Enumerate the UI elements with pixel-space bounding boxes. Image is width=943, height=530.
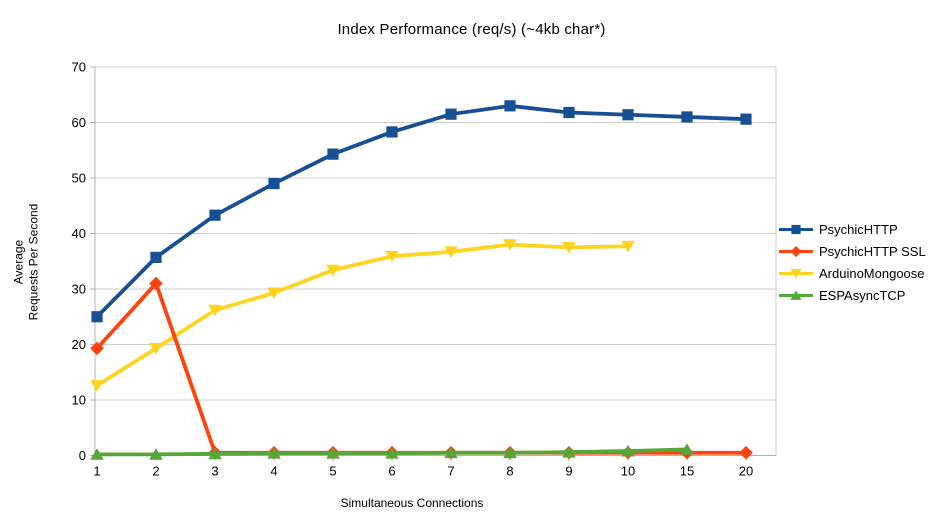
legend-label: PsychicHTTP [819,222,898,237]
series-line-psychichttp-ssl [95,279,746,455]
series-point-espasynctcp [149,448,163,460]
x-axis-title: Simultaneous Connections [340,496,484,510]
series-point-arduinomongoose [326,264,340,277]
series-point-espasynctcp [326,447,340,459]
legend-label: ESPAsyncTCP [819,288,906,303]
series-point-espasynctcp [385,447,399,459]
legend-swatch-marker [790,245,802,258]
series-point-psychichttp [327,148,339,160]
series-point-psychichttp [150,251,162,263]
series-point-psychichttp [563,106,575,119]
x-tick-label: 6 [388,464,395,479]
chart-title: Index Performance (req/s) (~4kb char*) [337,21,606,38]
series-point-psychichttp [445,108,457,120]
series-point-psychichttp [681,111,693,123]
series-point-arduinomongoose [503,239,517,251]
y-axis-title-text: Average Requests Per Second [11,203,41,320]
x-tick-label: 15 [680,464,694,479]
legend-swatch-triangle-down-icon [779,269,813,279]
series-line-arduinomongoose [95,242,629,388]
series-point-arduinomongoose [208,304,222,317]
series-point-psychichttp [268,177,280,190]
series-point-arduinomongoose [90,380,104,392]
series-point-psychichttp [386,126,398,138]
y-axis-title: Average Requests Per Second [2,67,50,456]
series-point-psychichttp [504,100,516,112]
series-line-psychichttp [95,103,747,319]
y-tick-label: 70 [72,60,86,75]
series-point-arduinomongoose [385,250,399,263]
legend-swatch-marker [790,290,802,300]
series-point-espasynctcp [503,446,517,459]
series-point-espasynctcp [621,444,635,457]
series-point-psychichttp [209,209,221,221]
x-tick-label: 9 [565,464,572,479]
x-tick-label: 2 [152,464,159,479]
x-tick-label: 5 [329,464,336,479]
legend-swatch-diamond-icon [779,245,813,258]
series-point-espasynctcp [680,443,694,455]
legend: PsychicHTTP PsychicHTTP SSL ArduinoMongoos… [779,221,926,304]
x-tick-label: 10 [621,464,635,479]
series-point-espasynctcp [562,445,576,458]
x-tick-label: 3 [211,464,218,479]
y-tick-label: 20 [72,337,86,352]
series-point-espasynctcp [444,446,458,459]
y-tick-label: 0 [79,448,86,463]
y-axis-title-line2: Requests Per Second [26,203,40,320]
x-tick-label: 1 [93,464,100,479]
y-tick-label: 40 [72,226,86,241]
legend-label: ArduinoMongoose [819,266,925,281]
legend-swatch-marker [791,224,801,235]
x-tick-label: 20 [739,464,753,479]
x-tick-label: 7 [447,464,454,479]
y-tick-label: 10 [72,393,86,408]
y-tick-label: 50 [72,171,86,186]
legend-item-psychichttp: PsychicHTTP [779,221,926,238]
series-point-psychichttp-ssl [90,341,104,356]
series-point-espasynctcp [90,448,104,460]
legend-item-arduinomongoose: ArduinoMongoose [779,265,926,282]
y-tick-label: 60 [72,115,86,130]
legend-item-espasynctcp: ESPAsyncTCP [779,287,926,304]
series-point-espasynctcp [267,447,281,459]
series-point-psychichttp-ssl [739,445,753,460]
legend-swatch-marker [790,269,802,279]
legend-label: PsychicHTTP SSL [819,244,926,259]
y-axis-title-line1: Average [11,239,25,284]
x-tick-label: 4 [270,464,277,479]
series-point-arduinomongoose [621,240,635,253]
series-point-arduinomongoose [267,287,281,300]
series-point-psychichttp-ssl [149,276,163,291]
series-point-psychichttp [622,109,634,121]
series-point-arduinomongoose [444,246,458,259]
legend-swatch-square-icon [779,224,813,235]
y-tick-label: 30 [72,282,86,297]
legend-swatch-triangle-up-icon [779,290,813,300]
series-point-psychichttp [740,113,752,125]
series-point-espasynctcp [208,447,222,460]
legend-item-psychichttp-ssl: PsychicHTTP SSL [779,243,926,260]
series-point-arduinomongoose [149,342,163,355]
series-point-psychichttp [91,311,103,323]
x-tick-label: 8 [506,464,513,479]
series-point-arduinomongoose [562,241,576,254]
